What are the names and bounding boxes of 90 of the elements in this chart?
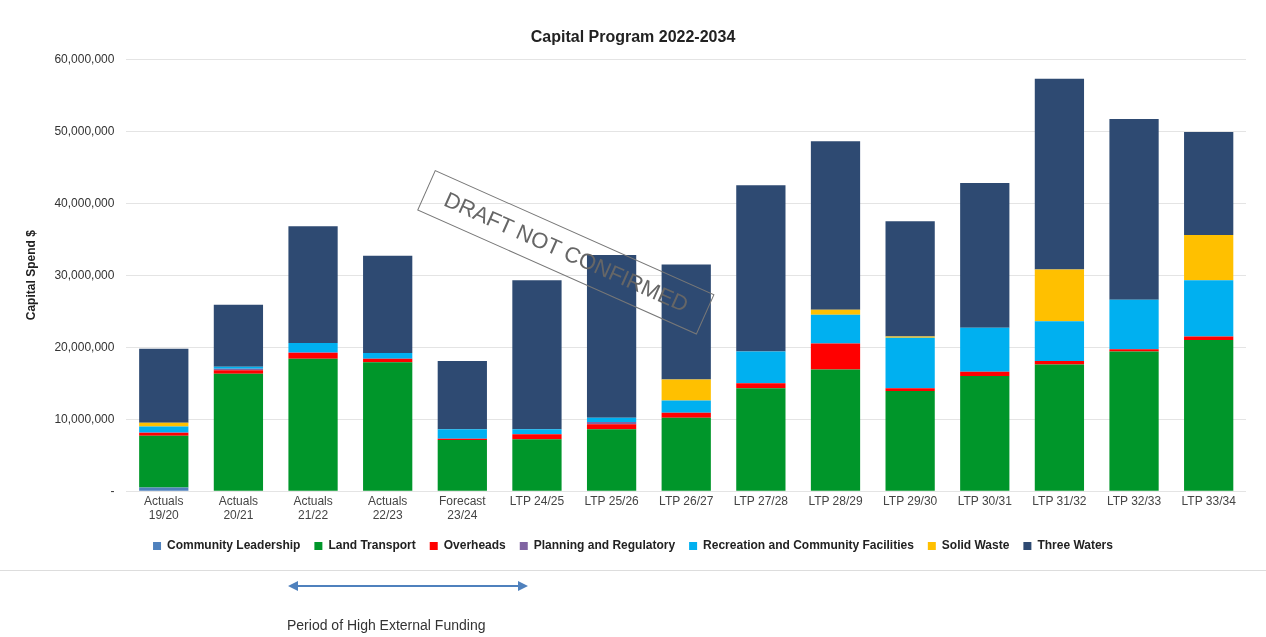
bar [1034, 78, 1085, 270]
bar [810, 314, 861, 344]
bar [885, 221, 935, 337]
bar [960, 371, 1010, 376]
bar [810, 141, 861, 310]
x-tick-label: Forecast 23/24 [438, 493, 487, 523]
bar [1109, 351, 1159, 491]
bar [1034, 364, 1085, 491]
bar [661, 412, 711, 418]
bar [1184, 340, 1234, 491]
legend-label: Community Leadership [167, 538, 301, 553]
bar [1184, 234, 1234, 281]
x-tick-label: Actuals 20/21 [218, 493, 259, 523]
y-axis-title: Capital Spend $ [23, 229, 38, 321]
y-tick-label: 50,000,000 [54, 123, 115, 138]
bar [885, 391, 935, 491]
bar [736, 383, 786, 389]
bar [512, 439, 562, 491]
bar [661, 400, 711, 413]
bar [437, 429, 487, 439]
x-tick-label: LTP 28/29 [808, 493, 863, 508]
bar [736, 351, 786, 384]
bar [885, 337, 935, 389]
bar [1184, 336, 1234, 340]
x-tick-label: LTP 29/30 [883, 493, 938, 508]
bar [586, 424, 637, 430]
bar [363, 362, 413, 491]
bar [736, 185, 786, 352]
x-tick-label: LTP 31/32 [1032, 493, 1087, 508]
bar [661, 417, 711, 491]
bar [139, 426, 189, 433]
bar [288, 358, 338, 491]
x-tick-label: LTP 26/27 [659, 493, 714, 508]
bar [960, 183, 1010, 328]
bar [1184, 280, 1234, 337]
bar [1184, 131, 1234, 235]
x-tick-label: LTP 25/26 [584, 493, 640, 508]
bar [586, 429, 637, 491]
bar [586, 422, 637, 425]
x-tick-label: LTP 33/34 [1181, 493, 1237, 508]
bar [139, 487, 189, 491]
bar [736, 388, 786, 491]
bar [661, 379, 711, 401]
bar [810, 309, 861, 315]
bar [1109, 299, 1159, 350]
bar [139, 348, 189, 423]
x-tick-label: LTP 32/33 [1106, 493, 1162, 508]
bar [1109, 349, 1159, 352]
y-tick-label: 30,000,000 [54, 267, 115, 282]
x-tick-label: LTP 30/31 [957, 493, 1013, 508]
x-tick-label: Actuals 19/20 [144, 493, 184, 523]
x-tick-label: LTP 27/28 [733, 493, 789, 508]
bar [960, 376, 1010, 491]
bar [512, 429, 562, 435]
legend-label: Land Transport [328, 538, 416, 553]
legend-label: Recreation and Community Facilities [703, 538, 915, 553]
bar [288, 226, 338, 343]
y-tick-label: 20,000,000 [54, 339, 115, 354]
bar [586, 417, 637, 423]
bar [363, 352, 413, 359]
bar [1034, 269, 1085, 322]
bar [213, 373, 264, 491]
y-tick-label: 40,000,000 [54, 195, 115, 210]
bar [288, 342, 338, 353]
x-tick-label: Actuals 22/23 [368, 493, 408, 523]
legend-label: Three Waters [1037, 538, 1114, 553]
bar [437, 440, 487, 491]
bar [810, 343, 861, 370]
bar [213, 304, 264, 367]
bar [512, 280, 562, 430]
y-tick-label: - [110, 483, 115, 498]
legend-label: Planning and Regulatory [533, 538, 676, 553]
text: Period of High External Funding [287, 617, 486, 633]
bar [960, 327, 1010, 372]
bar [363, 255, 413, 353]
bar [1034, 321, 1085, 361]
bar [810, 369, 861, 491]
bar [288, 352, 338, 359]
x-tick-label: Actuals 21/22 [293, 493, 333, 523]
chart-title: Capital Program 2022-2034 [530, 28, 736, 46]
bar [885, 388, 935, 392]
y-tick-label: 60,000,000 [54, 51, 115, 66]
y-tick-label: 10,000,000 [54, 411, 115, 426]
bar [139, 435, 189, 488]
x-tick-label: LTP 24/25 [509, 493, 565, 508]
bar [437, 360, 487, 430]
legend-label: Overheads [443, 538, 507, 553]
bar [1109, 118, 1159, 300]
legend-label: Solid Waste [941, 538, 1010, 553]
bar [512, 434, 562, 440]
